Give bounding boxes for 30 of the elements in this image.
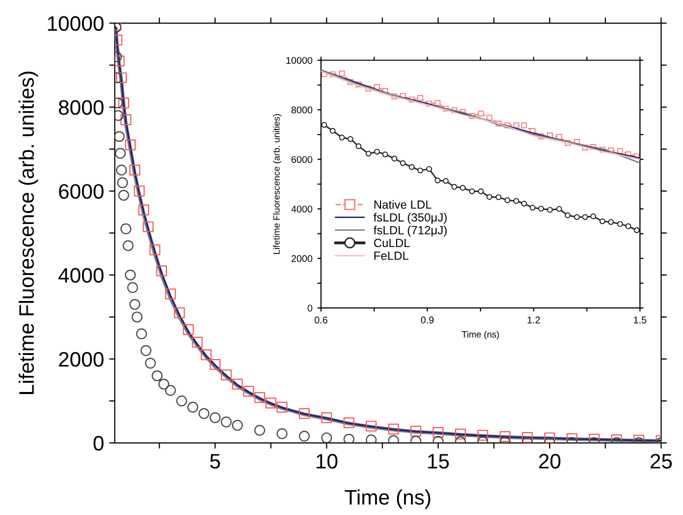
y-tick-label: 2000 [292, 255, 312, 262]
y-tick-label: 4000 [291, 206, 312, 213]
x-tick-label: 5 [210, 454, 220, 469]
y-tick-label: 6000 [292, 156, 312, 163]
y-tick-label: 8000 [291, 106, 312, 114]
y-tick-label: 8000 [58, 100, 104, 115]
x-tick-label: 1.2 [528, 316, 540, 324]
legend-label: FeLDL [374, 252, 408, 260]
y-tick-label: 10000 [48, 16, 104, 31]
y-tick-label: 6000 [59, 184, 104, 199]
x-tick-label: 20 [539, 454, 560, 469]
x-tick-label: 10 [316, 454, 338, 469]
legend-label: CuLDL [374, 238, 410, 248]
x-tick-label: 15 [428, 454, 449, 469]
x-tick-label: 0.6 [314, 316, 328, 324]
y-axis-title: Lifetime Fluorescence (arb. unities) [273, 114, 282, 254]
legend-label: fsLDL (350μJ) [374, 212, 447, 224]
x-tick-label: 1.5 [634, 316, 646, 324]
x-axis-title: Time (ns) [344, 489, 430, 509]
x-tick-label: 25 [650, 454, 672, 469]
y-tick-label: 4000 [58, 268, 104, 283]
y-tick-label: 0 [94, 436, 104, 451]
legend-label: Native LDL [374, 200, 432, 209]
y-tick-label: 10000 [286, 56, 312, 64]
x-axis-title: Time (ns) [462, 330, 499, 340]
y-tick-label: 0 [308, 304, 312, 312]
y-tick-label: 2000 [59, 352, 104, 367]
y-axis-title: Lifetime Fluorescence (arb. unities) [18, 72, 38, 394]
legend-label: fsLDL (712μJ) [374, 226, 447, 237]
x-tick-label: 0.9 [420, 316, 434, 324]
